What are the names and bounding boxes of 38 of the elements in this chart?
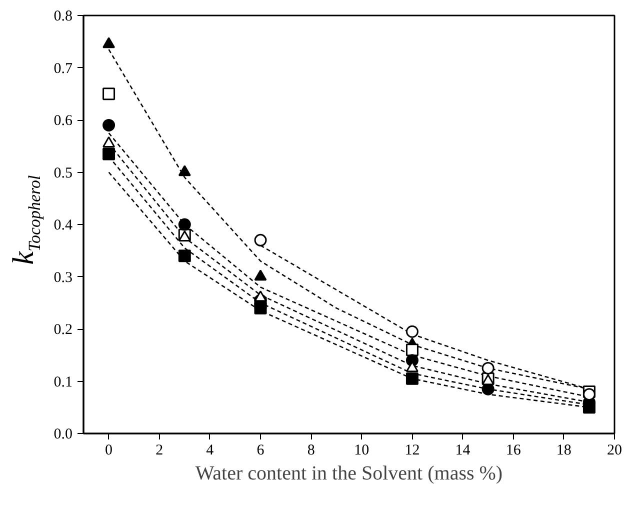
point — [482, 362, 494, 374]
point — [254, 302, 267, 314]
x-tick-label: 16 — [506, 442, 522, 458]
x-tick-label: 0 — [105, 442, 113, 458]
y-tick-label: 0.8 — [54, 8, 72, 24]
point — [102, 37, 116, 48]
x-tick-label: 10 — [354, 442, 370, 458]
point — [254, 234, 267, 246]
x-tick-label: 12 — [404, 442, 420, 458]
point — [178, 165, 191, 176]
x-tick-label: 8 — [307, 442, 315, 458]
point — [102, 136, 116, 148]
point — [582, 388, 596, 401]
point — [406, 325, 418, 338]
point — [178, 218, 191, 231]
y-tick-label: 0.7 — [54, 60, 73, 77]
x-tick-label: 6 — [256, 442, 265, 458]
x-tick-label: 4 — [206, 442, 214, 458]
y-tick-label: 0.1 — [54, 374, 72, 390]
y-tick-label: 0.5 — [54, 165, 72, 182]
y-tick-label: 0.4 — [54, 218, 73, 234]
x-tick-label: 20 — [607, 442, 622, 458]
x-tick-label: 18 — [556, 442, 572, 458]
point — [102, 118, 116, 132]
y-tick-label: 0.3 — [54, 270, 72, 286]
point — [406, 344, 418, 356]
point — [102, 88, 116, 100]
point — [406, 372, 418, 385]
point — [254, 270, 267, 281]
x-tick-label: 14 — [455, 442, 471, 458]
x-axis-title: Water content in the Solvent (mass %) — [195, 462, 503, 484]
y-tick-label: 0.6 — [54, 113, 73, 129]
point — [582, 401, 596, 414]
point — [178, 250, 191, 262]
y-tick-label: 0.2 — [54, 322, 72, 338]
y-tick-label: 0.0 — [54, 426, 72, 442]
x-tick-label: 2 — [156, 442, 164, 458]
point — [102, 148, 116, 160]
